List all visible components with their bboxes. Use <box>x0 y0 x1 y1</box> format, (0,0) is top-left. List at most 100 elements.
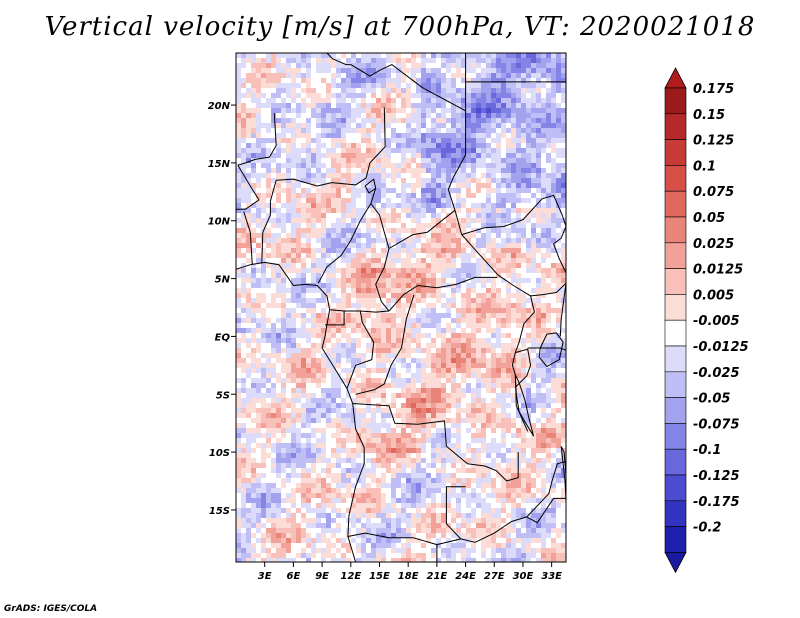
field-cell <box>271 178 277 184</box>
field-cell <box>481 318 487 324</box>
field-cell <box>306 238 312 244</box>
field-cell <box>391 323 397 329</box>
field-cell <box>341 243 347 249</box>
field-cell <box>511 88 517 94</box>
field-cell <box>546 288 552 294</box>
field-cell <box>246 198 252 204</box>
field-cell <box>481 258 487 264</box>
field-cell <box>531 98 537 104</box>
field-cell <box>391 88 397 94</box>
field-cell <box>291 428 297 434</box>
field-cell <box>296 213 302 219</box>
field-cell <box>321 308 327 314</box>
field-cell <box>376 103 382 109</box>
field-cell <box>511 373 517 379</box>
field-cell <box>421 243 427 249</box>
field-cell <box>501 308 507 314</box>
field-cell <box>421 228 427 234</box>
field-cell <box>416 423 422 429</box>
field-cell <box>396 408 402 414</box>
field-cell <box>281 158 287 164</box>
field-cell <box>251 398 257 404</box>
field-cell <box>266 363 272 369</box>
field-cell <box>441 148 447 154</box>
field-cell <box>541 368 547 374</box>
field-cell <box>466 303 472 309</box>
field-cell <box>366 128 372 134</box>
field-cell <box>536 373 542 379</box>
field-cell <box>256 118 262 124</box>
field-cell <box>381 203 387 209</box>
field-cell <box>296 258 302 264</box>
field-cell <box>401 198 407 204</box>
field-cell <box>361 348 367 354</box>
field-cell <box>521 318 527 324</box>
field-cell <box>376 308 382 314</box>
field-cell <box>336 133 342 139</box>
field-cell <box>321 388 327 394</box>
field-cell <box>266 338 272 344</box>
field-cell <box>381 273 387 279</box>
field-cell <box>331 278 337 284</box>
field-cell <box>466 68 472 74</box>
field-cell <box>481 153 487 159</box>
field-cell <box>351 338 357 344</box>
field-cell <box>441 208 447 214</box>
field-cell <box>346 163 352 169</box>
field-cell <box>551 118 557 124</box>
field-cell <box>326 378 332 384</box>
field-cell <box>291 423 297 429</box>
field-cell <box>431 333 437 339</box>
field-cell <box>341 353 347 359</box>
field-cell <box>246 153 252 159</box>
field-cell <box>311 153 317 159</box>
field-cell <box>306 293 312 299</box>
field-cell <box>456 133 462 139</box>
field-cell <box>396 368 402 374</box>
field-cell <box>351 78 357 84</box>
field-cell <box>281 108 287 114</box>
field-cell <box>261 93 267 99</box>
field-cell <box>396 393 402 399</box>
field-cell <box>421 313 427 319</box>
field-cell <box>406 383 412 389</box>
field-cell <box>451 403 457 409</box>
field-cell <box>266 258 272 264</box>
field-cell <box>361 203 367 209</box>
field-cell <box>246 218 252 224</box>
field-cell <box>306 118 312 124</box>
field-cell <box>356 278 362 284</box>
field-cell <box>296 163 302 169</box>
field-cell <box>466 408 472 414</box>
field-cell <box>526 278 532 284</box>
field-cell <box>331 123 337 129</box>
field-cell <box>321 128 327 134</box>
field-cell <box>236 223 242 229</box>
field-cell <box>556 283 562 289</box>
field-cell <box>351 243 357 249</box>
field-cell <box>326 348 332 354</box>
field-cell <box>461 373 467 379</box>
field-cell <box>431 138 437 144</box>
field-cell <box>511 188 517 194</box>
field-cell <box>256 183 262 189</box>
field-cell <box>476 423 482 429</box>
field-cell <box>281 173 287 179</box>
field-cell <box>266 108 272 114</box>
field-cell <box>241 408 247 414</box>
field-cell <box>411 298 417 304</box>
field-cell <box>251 258 257 264</box>
field-cell <box>471 298 477 304</box>
field-cell <box>406 68 412 74</box>
field-cell <box>271 203 277 209</box>
field-cell <box>456 378 462 384</box>
field-cell <box>351 418 357 424</box>
field-cell <box>291 338 297 344</box>
field-cell <box>536 318 542 324</box>
field-cell <box>326 183 332 189</box>
field-cell <box>356 128 362 134</box>
field-cell <box>561 258 566 264</box>
field-cell <box>241 153 247 159</box>
field-cell <box>321 213 327 219</box>
field-cell <box>246 183 252 189</box>
